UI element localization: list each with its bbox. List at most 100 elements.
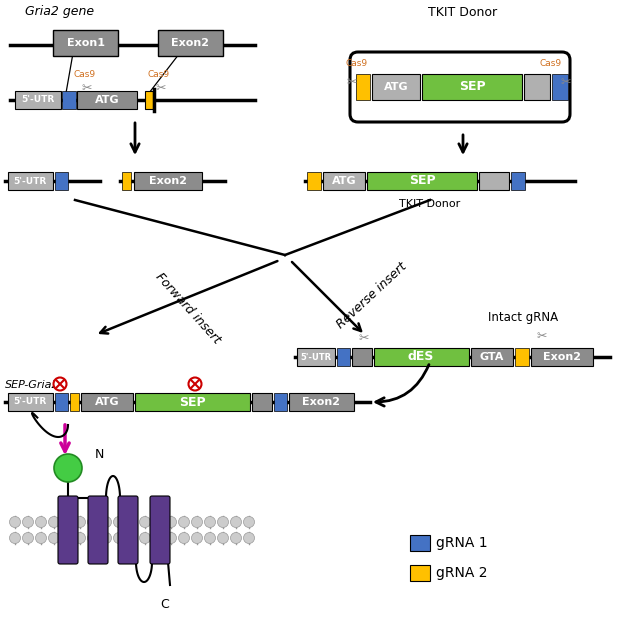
Circle shape <box>244 532 254 543</box>
Circle shape <box>139 532 151 543</box>
Bar <box>352 348 372 366</box>
Text: ATG: ATG <box>332 176 356 186</box>
Circle shape <box>204 516 215 527</box>
Text: Intact gRNA: Intact gRNA <box>488 311 558 324</box>
Bar <box>515 348 529 366</box>
Circle shape <box>152 532 164 543</box>
Circle shape <box>9 532 20 543</box>
Circle shape <box>218 532 228 543</box>
Text: TKIT Donor: TKIT Donor <box>399 199 461 209</box>
Bar <box>422 74 522 100</box>
Circle shape <box>165 532 176 543</box>
Circle shape <box>49 516 59 527</box>
Circle shape <box>191 516 202 527</box>
Text: gRNA 2: gRNA 2 <box>436 566 487 580</box>
Circle shape <box>9 516 20 527</box>
Text: 5'-UTR: 5'-UTR <box>14 397 47 407</box>
Circle shape <box>62 516 73 527</box>
Circle shape <box>218 516 228 527</box>
Circle shape <box>88 532 99 543</box>
Text: ✂: ✂ <box>537 331 547 344</box>
FancyBboxPatch shape <box>150 496 170 564</box>
Text: N: N <box>95 449 104 462</box>
Text: ATG: ATG <box>94 397 119 407</box>
Bar <box>524 74 550 100</box>
Bar <box>55 393 68 411</box>
Circle shape <box>189 378 202 391</box>
Text: ATG: ATG <box>384 82 408 92</box>
Text: ATG: ATG <box>94 95 119 105</box>
Text: gRNA 1: gRNA 1 <box>436 536 487 550</box>
Text: SEP-Gria2: SEP-Gria2 <box>5 380 60 390</box>
Circle shape <box>36 532 46 543</box>
Circle shape <box>75 516 86 527</box>
Text: ✂: ✂ <box>561 76 571 89</box>
Bar <box>356 74 370 100</box>
FancyBboxPatch shape <box>350 52 570 122</box>
Bar <box>134 172 202 190</box>
Bar <box>145 91 153 109</box>
Text: 5'-UTR: 5'-UTR <box>300 352 331 361</box>
Text: C: C <box>160 598 170 611</box>
Text: Cas9: Cas9 <box>540 59 562 68</box>
Circle shape <box>244 516 254 527</box>
Circle shape <box>178 516 189 527</box>
Circle shape <box>101 532 112 543</box>
Text: Exon2: Exon2 <box>172 38 210 48</box>
Text: ✂: ✂ <box>81 82 93 95</box>
Text: Forward insert: Forward insert <box>153 270 223 346</box>
Bar <box>323 172 365 190</box>
Text: SEP: SEP <box>458 80 486 93</box>
Bar <box>252 393 272 411</box>
Circle shape <box>49 532 59 543</box>
Text: 5'-UTR: 5'-UTR <box>14 176 47 186</box>
Circle shape <box>165 516 176 527</box>
Circle shape <box>114 516 125 527</box>
FancyArrowPatch shape <box>376 365 429 406</box>
Bar <box>62 91 76 109</box>
Text: Exon1: Exon1 <box>67 38 104 48</box>
Bar <box>531 348 593 366</box>
Text: Exon2: Exon2 <box>149 176 187 186</box>
Circle shape <box>22 532 33 543</box>
Circle shape <box>88 516 99 527</box>
Circle shape <box>75 532 86 543</box>
Circle shape <box>178 532 189 543</box>
Bar <box>289 393 354 411</box>
Text: Cas9: Cas9 <box>148 70 170 79</box>
Text: Exon2: Exon2 <box>302 397 340 407</box>
Text: SEP: SEP <box>408 175 436 188</box>
Bar <box>372 74 420 100</box>
Bar <box>122 172 131 190</box>
FancyBboxPatch shape <box>58 496 78 564</box>
Bar <box>307 172 321 190</box>
Bar <box>471 348 513 366</box>
Circle shape <box>114 532 125 543</box>
Circle shape <box>152 516 164 527</box>
Bar <box>274 393 287 411</box>
Bar <box>55 172 68 190</box>
Circle shape <box>204 532 215 543</box>
FancyBboxPatch shape <box>88 496 108 564</box>
Bar <box>8 172 53 190</box>
Circle shape <box>36 516 46 527</box>
Text: ✂: ✂ <box>358 332 369 345</box>
Bar <box>511 172 525 190</box>
Bar <box>367 172 477 190</box>
Bar <box>81 393 133 411</box>
Bar <box>297 348 335 366</box>
Circle shape <box>126 532 138 543</box>
Text: Cas9: Cas9 <box>346 59 368 68</box>
Text: Gria2 gene: Gria2 gene <box>25 6 94 19</box>
Text: Cas9: Cas9 <box>74 70 96 79</box>
Bar <box>135 393 250 411</box>
Bar <box>158 30 223 56</box>
Circle shape <box>101 516 112 527</box>
Circle shape <box>126 516 138 527</box>
Text: 5'-UTR: 5'-UTR <box>22 95 55 105</box>
Circle shape <box>191 532 202 543</box>
Text: GTA: GTA <box>480 352 504 362</box>
Bar <box>374 348 469 366</box>
Bar <box>15 91 61 109</box>
Circle shape <box>139 516 151 527</box>
